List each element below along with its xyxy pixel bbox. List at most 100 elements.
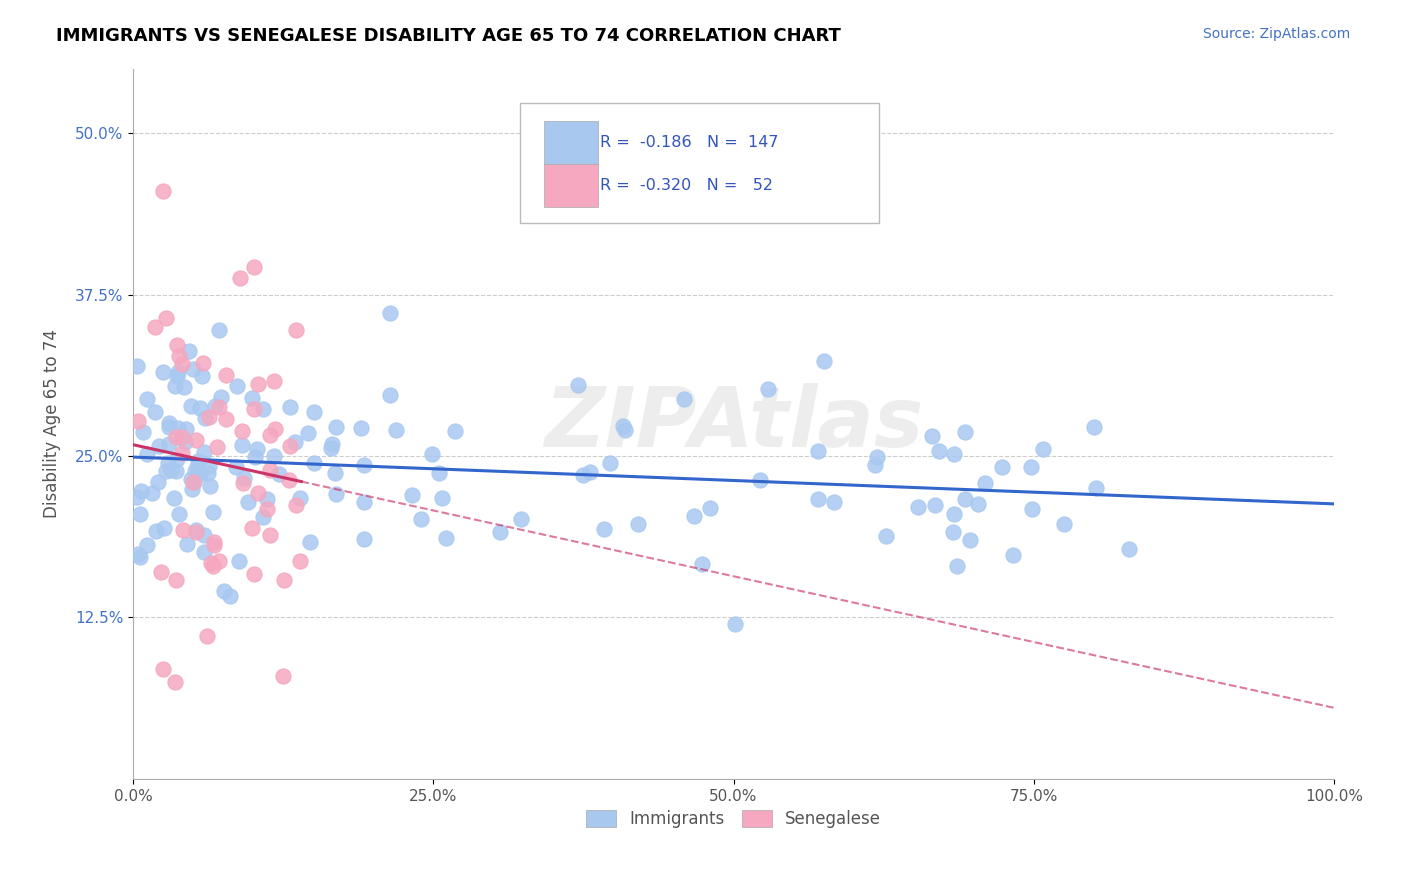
Point: [263, 374, 285, 388]
Point: [353, 532, 375, 546]
Point: [942, 507, 965, 521]
Point: [436, 531, 458, 545]
Point: [259, 462, 281, 476]
Point: [252, 510, 274, 524]
Point: [143, 405, 166, 419]
Point: [259, 528, 281, 542]
Point: [1001, 548, 1024, 562]
Point: [246, 377, 269, 392]
Point: [593, 522, 616, 536]
Point: [973, 476, 995, 491]
Text: Source: ZipAtlas.com: Source: ZipAtlas.com: [1202, 27, 1350, 41]
Point: [207, 554, 229, 568]
Point: [218, 589, 240, 603]
Point: [579, 465, 602, 479]
Point: [183, 475, 205, 490]
Point: [127, 414, 149, 428]
Point: [243, 566, 266, 581]
Point: [184, 523, 207, 537]
Point: [1021, 459, 1043, 474]
Point: [325, 487, 347, 501]
Point: [567, 377, 589, 392]
Point: [1053, 516, 1076, 531]
Point: [321, 436, 343, 450]
Point: [256, 492, 278, 507]
Point: [215, 368, 238, 383]
Point: [243, 260, 266, 274]
Point: [245, 450, 267, 464]
Y-axis label: Disability Age 65 to 74: Disability Age 65 to 74: [44, 329, 60, 518]
Point: [953, 425, 976, 439]
Point: [1083, 419, 1105, 434]
Point: [953, 491, 976, 506]
Point: [208, 401, 231, 415]
Point: [176, 537, 198, 551]
Point: [288, 491, 311, 505]
Point: [200, 556, 222, 570]
Text: ZIPAtlas: ZIPAtlas: [544, 384, 924, 464]
Point: [191, 368, 214, 383]
Point: [278, 473, 301, 487]
Point: [193, 445, 215, 459]
Point: [1021, 501, 1043, 516]
Point: [285, 323, 308, 337]
Point: [157, 417, 180, 431]
Point: [942, 524, 965, 539]
Point: [157, 437, 180, 451]
Point: [129, 484, 152, 499]
Point: [204, 399, 226, 413]
Text: IMMIGRANTS VS SENEGALESE DISABILITY AGE 65 TO 74 CORRELATION CHART: IMMIGRANTS VS SENEGALESE DISABILITY AGE …: [56, 27, 841, 45]
Point: [136, 538, 159, 552]
Point: [865, 458, 887, 472]
Point: [127, 547, 149, 561]
Point: [187, 453, 209, 467]
Point: [165, 429, 187, 443]
Point: [509, 512, 531, 526]
Point: [167, 349, 190, 363]
Point: [145, 524, 167, 538]
Point: [990, 460, 1012, 475]
Point: [430, 491, 453, 505]
Point: [612, 418, 634, 433]
Point: [267, 467, 290, 481]
Point: [252, 401, 274, 416]
Point: [153, 521, 176, 535]
Point: [152, 184, 174, 198]
Point: [823, 495, 845, 509]
Point: [136, 447, 159, 461]
Point: [209, 390, 232, 404]
Point: [135, 392, 157, 406]
Point: [488, 525, 510, 540]
Point: [172, 446, 194, 460]
Point: [186, 434, 208, 448]
Point: [202, 534, 225, 549]
Point: [236, 495, 259, 509]
Point: [208, 322, 231, 336]
Point: [155, 310, 177, 325]
Point: [692, 557, 714, 571]
Point: [181, 482, 204, 496]
Point: [672, 392, 695, 406]
Point: [143, 320, 166, 334]
Point: [193, 545, 215, 559]
Point: [181, 362, 204, 376]
Point: [170, 430, 193, 444]
Point: [191, 356, 214, 370]
Point: [813, 354, 835, 368]
Point: [125, 490, 148, 504]
Point: [353, 494, 375, 508]
Point: [921, 429, 943, 443]
Point: [194, 410, 217, 425]
Point: [197, 467, 219, 481]
Point: [177, 344, 200, 359]
Point: [150, 565, 173, 579]
Point: [699, 500, 721, 515]
Point: [231, 424, 253, 438]
Point: [170, 357, 193, 371]
Point: [129, 550, 152, 565]
Point: [288, 553, 311, 567]
Point: [186, 459, 208, 474]
Point: [172, 523, 194, 537]
Point: [966, 497, 988, 511]
Point: [572, 468, 595, 483]
